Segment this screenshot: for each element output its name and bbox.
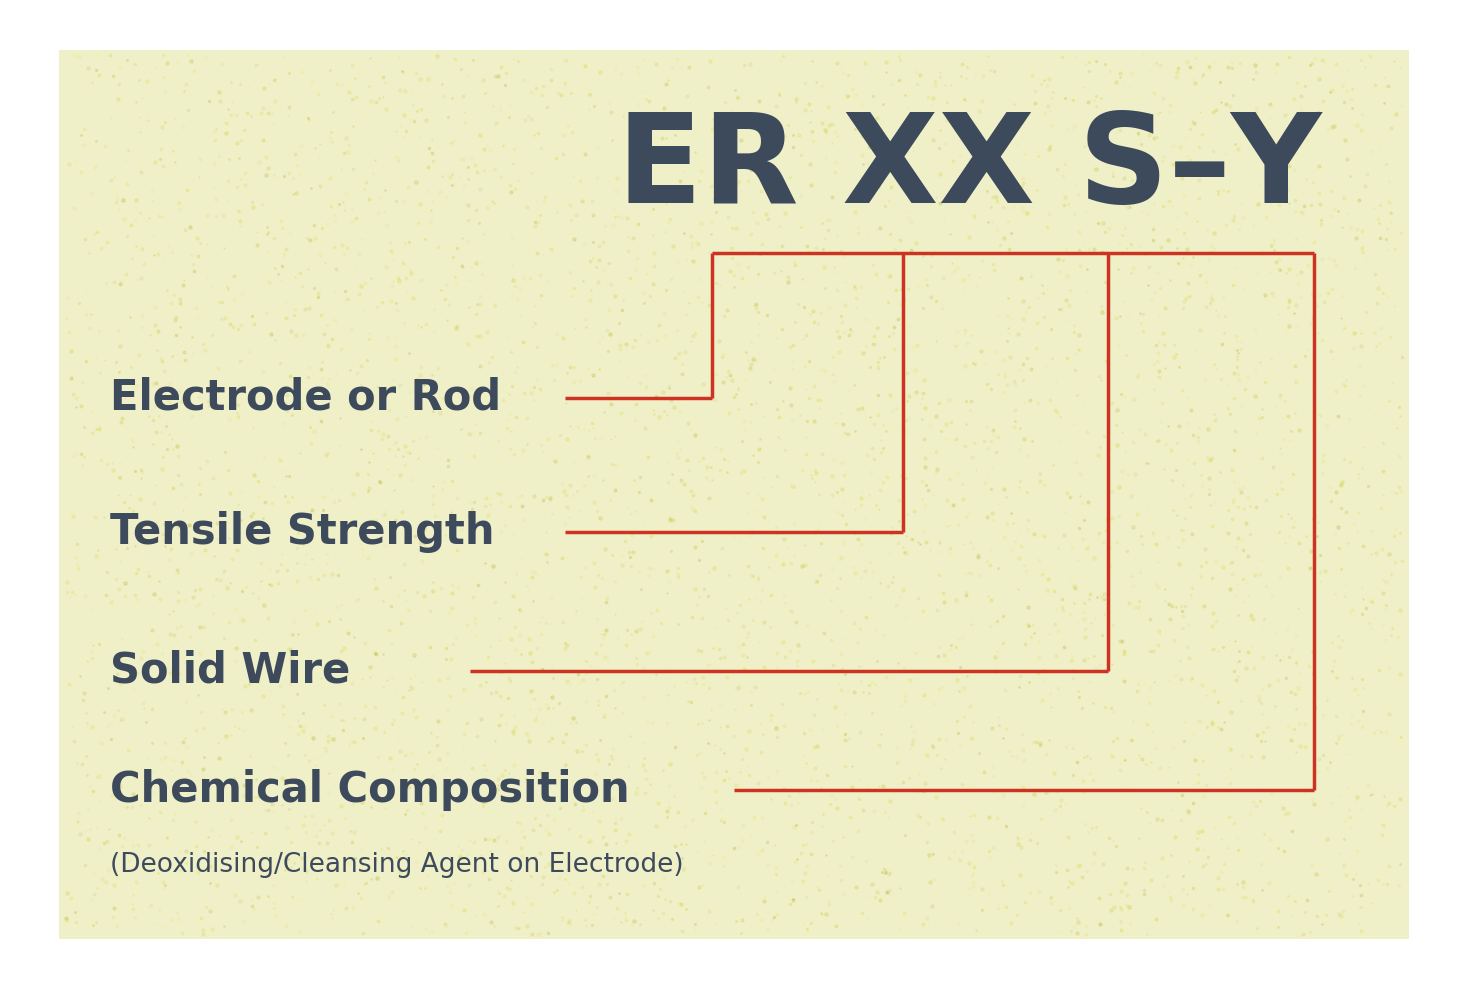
Text: (Deoxidising/Cleansing Agent on Electrode): (Deoxidising/Cleansing Agent on Electrod… (110, 852, 684, 878)
Text: ER XX S–Y: ER XX S–Y (617, 108, 1321, 230)
Text: Tensile Strength: Tensile Strength (110, 511, 495, 553)
Text: Solid Wire: Solid Wire (110, 650, 351, 692)
Text: Electrode or Rod: Electrode or Rod (110, 377, 501, 418)
Bar (59, 50, 1409, 939)
Text: Chemical Composition: Chemical Composition (110, 769, 630, 811)
